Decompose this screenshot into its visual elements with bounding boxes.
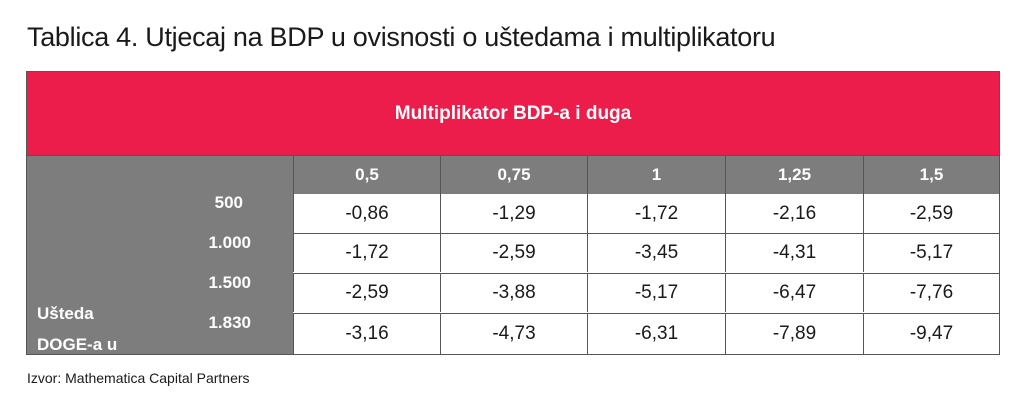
- table-cell: -5,17: [863, 233, 999, 272]
- column-header: 1: [587, 156, 725, 194]
- table-cell: -1,72: [293, 233, 440, 272]
- column-header: 1,5: [863, 156, 999, 194]
- table-cell: -6,31: [587, 313, 725, 354]
- table-cell: -1,29: [440, 194, 587, 233]
- table-title: Tablica 4. Utjecaj na BDP u ovisnosti o …: [27, 22, 776, 52]
- column-header: 0,5: [293, 156, 440, 194]
- table-cell: -6,47: [725, 273, 863, 312]
- row-value-1830: 1.830: [208, 313, 251, 332]
- table-cell: -1,72: [587, 194, 725, 233]
- table-banner: Multiplikator BDP-a i duga: [27, 72, 999, 156]
- table-cell: -4,31: [725, 233, 863, 272]
- row-value-500: 500: [214, 193, 243, 212]
- source-note: Izvor: Mathematica Capital Partners: [27, 370, 250, 386]
- table-cell: -2,59: [863, 194, 999, 233]
- table-cell: -0,86: [293, 194, 440, 233]
- table-cell: -2,59: [440, 233, 587, 272]
- table-cell: -9,47: [863, 313, 999, 354]
- row-label-line-1: Ušteda: [37, 304, 94, 323]
- row-header-block: Ušteda DOGE-a u mlrd. USD 500 1.000 1.50…: [27, 156, 293, 385]
- table-cell: -3,45: [587, 233, 725, 272]
- row-label: Ušteda DOGE-a u mlrd. USD: [37, 298, 119, 391]
- table-cell: -2,59: [293, 273, 440, 312]
- data-table: Multiplikator BDP-a i duga Ušteda DOGE-a…: [26, 71, 1000, 385]
- column-header: 1,25: [725, 156, 863, 194]
- table-cell: -5,17: [587, 273, 725, 312]
- table-cell: -4,73: [440, 313, 587, 354]
- banner-label: Multiplikator BDP-a i duga: [394, 102, 632, 124]
- column-header: 0,75: [440, 156, 587, 194]
- table-cell: -2,16: [725, 194, 863, 233]
- row-value-1500: 1.500: [208, 273, 251, 292]
- row-value-1000: 1.000: [208, 233, 251, 252]
- table-cell: -3,16: [293, 313, 440, 354]
- table-cell: -7,76: [863, 273, 999, 312]
- row-label-line-3: mlrd. USD: [37, 366, 120, 385]
- table-cell: -3,88: [440, 273, 587, 312]
- row-label-line-2: DOGE-a u: [37, 335, 118, 354]
- table-cell: -7,89: [725, 313, 863, 354]
